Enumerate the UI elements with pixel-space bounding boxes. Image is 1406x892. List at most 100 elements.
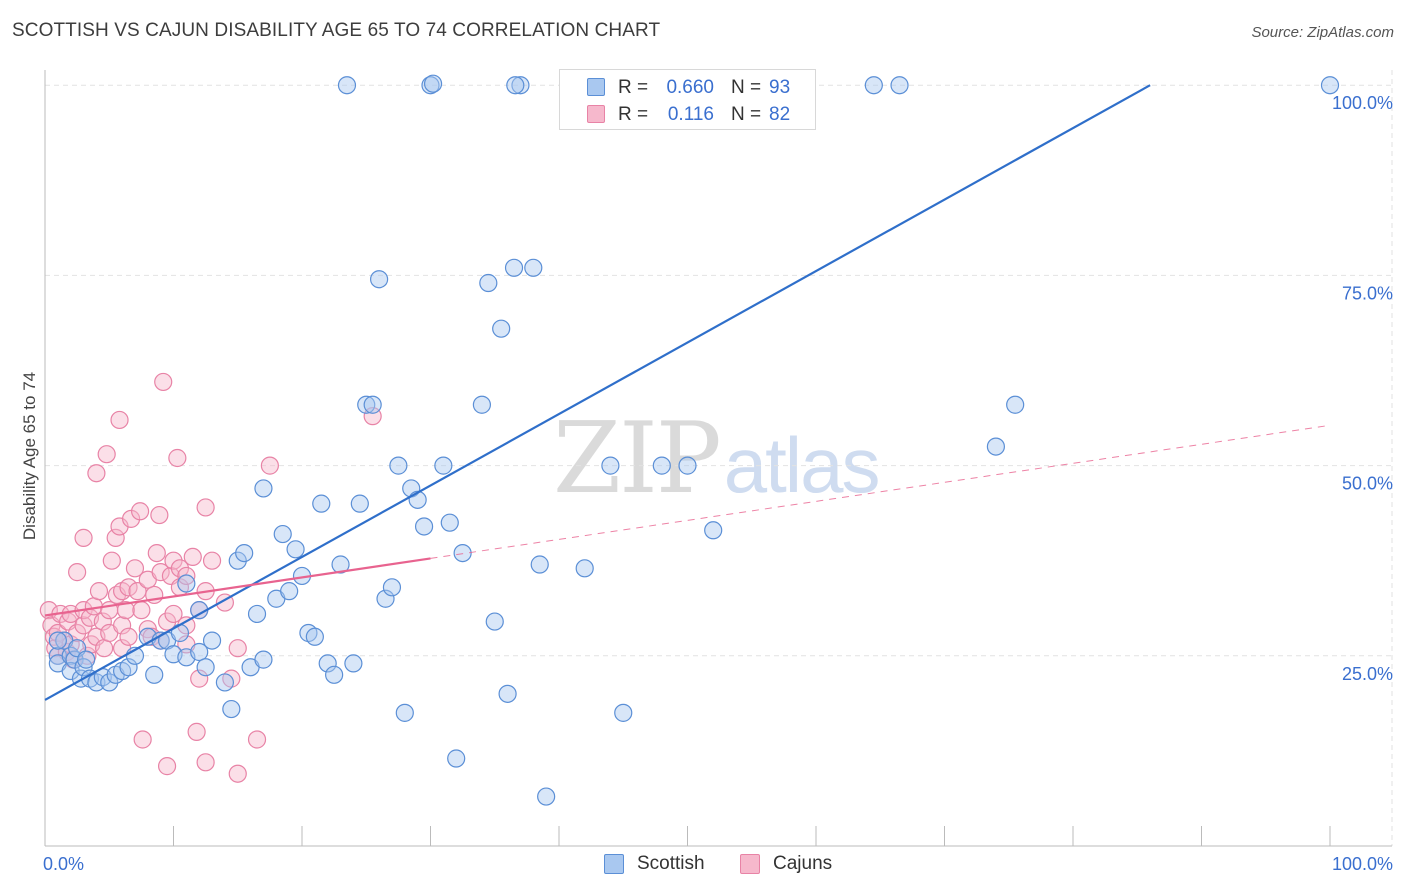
scottish-point [492, 319, 511, 338]
scottish-point [100, 673, 119, 692]
scottish-point [331, 555, 350, 574]
cajun-point [97, 445, 116, 464]
n-value: 82 [769, 104, 791, 125]
scottish-point [453, 543, 472, 563]
r-label: R = [618, 77, 649, 98]
source-credit: Source: ZipAtlas.com [1251, 24, 1394, 41]
cajun-point [89, 582, 109, 601]
cajun-point [157, 757, 177, 776]
scottish-point [273, 524, 292, 544]
cajun-point [147, 543, 166, 563]
cajun-point [110, 410, 129, 430]
cajun-point [93, 612, 112, 631]
scottish-point [434, 456, 453, 475]
cajun-point [102, 551, 121, 570]
scottish-point [485, 612, 504, 631]
x-tick-label-max: 100.0% [1332, 854, 1393, 874]
cajun-point [74, 528, 93, 547]
scottish-point [222, 699, 241, 719]
cajun-point [106, 528, 125, 547]
cajun-point [202, 551, 222, 570]
scottish-point [614, 703, 633, 722]
y-tick-label: 100.0% [1332, 93, 1393, 113]
cajun-point [95, 639, 114, 658]
scottish-point [190, 642, 209, 662]
cajun-point [196, 753, 215, 772]
cajun-point [164, 604, 183, 624]
scottish-point [511, 76, 530, 95]
scottish-point [530, 555, 549, 574]
scottish-point [575, 559, 594, 578]
cajun-point [116, 601, 136, 620]
scottish-point [986, 437, 1006, 456]
n-label: N = [731, 104, 762, 125]
cajun-swatch [587, 105, 605, 123]
cajun-trend-line [44, 557, 431, 617]
scottish-point [389, 456, 408, 475]
scottish-point [247, 604, 267, 624]
scottish-point [537, 787, 556, 806]
scottish-point [382, 578, 402, 597]
scottish-series [48, 74, 1340, 806]
cajun-point [48, 623, 67, 643]
cajun-point [151, 563, 170, 582]
cajun-point [157, 612, 177, 631]
scottish-point [704, 521, 723, 540]
scottish-point [254, 650, 273, 669]
scottish-point [1006, 395, 1025, 414]
scottish-legend-swatch [604, 854, 624, 874]
scottish-point [312, 494, 331, 513]
scottish-point [280, 582, 299, 601]
cajun-point [87, 464, 106, 483]
scottish-point [363, 395, 382, 414]
watermark-atlas: atlas [723, 421, 881, 509]
scottish-legend-label: Scottish [637, 853, 705, 874]
cajun-point [183, 547, 202, 567]
cajun-point [228, 639, 247, 658]
scottish-point [414, 517, 434, 536]
r-value: 0.660 [666, 77, 714, 98]
axes [44, 70, 1392, 847]
cajun-point [164, 551, 183, 570]
cajuns-series [39, 372, 382, 783]
scottish-point [652, 456, 671, 475]
scottish-point [472, 395, 491, 414]
scottish-point [318, 654, 337, 673]
cajun-point [196, 498, 215, 517]
scottish-point [498, 684, 517, 703]
scottish-point [376, 589, 395, 608]
cajun-point [133, 730, 152, 749]
cajun-point [112, 616, 132, 635]
scottish-point [370, 270, 389, 289]
cajun-point [177, 566, 196, 586]
cajun-point [170, 559, 190, 578]
scottish-point [344, 654, 363, 673]
scottish-point [337, 76, 357, 95]
cajun-point [150, 505, 169, 525]
scottish-point [1320, 76, 1340, 95]
scottish-point [504, 258, 524, 277]
scottish-point [325, 665, 344, 684]
cajun-point [68, 563, 87, 582]
scottish-point [177, 574, 196, 593]
series-legend: Scottish Cajuns [0, 852, 1406, 878]
scottish-point [440, 513, 459, 532]
grid-lines [45, 70, 1393, 846]
cajun-point [187, 722, 206, 741]
scottish-point [601, 456, 620, 475]
cajun-point [260, 456, 279, 475]
r-value: 0.116 [667, 104, 714, 125]
n-value: 93 [769, 77, 791, 98]
scottish-point [77, 650, 96, 669]
scottish-point [447, 749, 466, 768]
cajun-point [154, 372, 173, 392]
scottish-point [423, 74, 443, 93]
scottish-point [196, 658, 215, 677]
scottish-point [119, 658, 138, 677]
cajun-point [74, 616, 93, 635]
watermark: ZIPatlas [553, 402, 881, 516]
scottish-point [678, 456, 697, 475]
tick-labels: 25.0% 50.0% 75.0% 100.0% 0.0% 100.0% [43, 93, 1393, 874]
y-tick-label: 50.0% [1342, 474, 1393, 494]
